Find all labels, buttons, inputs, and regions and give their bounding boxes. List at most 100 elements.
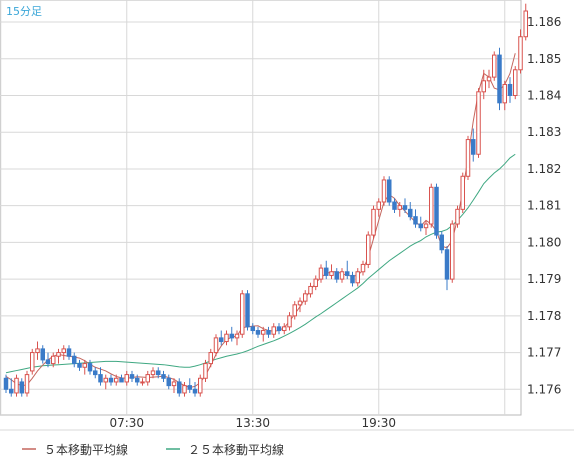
candle [14, 374, 19, 397]
legend-item-ma5: ５本移動平均線 [22, 442, 128, 457]
candle-body [229, 333, 234, 339]
candle-body [266, 330, 271, 335]
candle [219, 330, 224, 346]
candle-body [219, 337, 224, 343]
candle-body [402, 205, 408, 210]
candle-body [224, 333, 229, 343]
candle [366, 231, 371, 269]
candle-body [497, 54, 502, 104]
y-tick-label: 1.180 [527, 235, 561, 249]
y-tick-label: 1.176 [527, 382, 561, 396]
legend-label-ma25: ２５本移動平均線 [188, 442, 284, 457]
legend-item-ma25: ２５本移動平均線 [166, 442, 284, 457]
candle-body [429, 186, 434, 225]
candle [77, 359, 82, 371]
candle-body [471, 139, 476, 155]
candle [245, 290, 250, 331]
candle [324, 260, 329, 280]
candle-body [161, 374, 166, 379]
candle-body [177, 381, 182, 394]
candle-body [255, 330, 261, 335]
candle-body [376, 201, 381, 210]
ma25-layer [5, 153, 516, 374]
candle [408, 201, 413, 221]
candle-body [381, 179, 387, 203]
candle [492, 51, 497, 81]
candle-body [182, 385, 187, 394]
candle [402, 198, 408, 214]
y-tick-label: 1.181 [527, 199, 561, 213]
candle [98, 367, 103, 386]
candle-body [397, 205, 402, 210]
candle [171, 378, 177, 393]
candle-body [124, 374, 129, 383]
candle-body [308, 285, 313, 295]
candle [497, 47, 502, 111]
candle [30, 348, 35, 375]
y-tick-label: 1.185 [527, 52, 561, 66]
candle-body [203, 363, 208, 379]
candle [156, 367, 161, 379]
candle-body [439, 234, 444, 251]
candle [213, 334, 219, 357]
y-tick-label: 1.184 [527, 88, 561, 102]
candle-body [98, 374, 103, 383]
candle [234, 330, 240, 346]
candle [51, 352, 56, 368]
candle [276, 323, 282, 335]
candle [271, 323, 276, 338]
candle [413, 209, 418, 228]
candle [465, 135, 471, 180]
candle [282, 323, 287, 335]
candle-body [56, 352, 61, 357]
candle [261, 326, 266, 342]
candle [502, 80, 507, 111]
candle-body [66, 348, 72, 357]
candle [507, 77, 513, 103]
candle-body [518, 36, 523, 71]
candle-body [156, 370, 161, 376]
legend-label-ma5: ５本移動平均線 [44, 442, 128, 457]
candle [3, 374, 9, 393]
candle-body [114, 377, 119, 383]
candle-body [30, 352, 35, 372]
candle [229, 326, 234, 342]
candle-body [418, 223, 423, 229]
candle [224, 330, 229, 346]
candle-body [35, 348, 40, 354]
candle [460, 172, 465, 214]
candle [308, 282, 313, 298]
candle [387, 176, 392, 206]
candle-body [9, 388, 14, 394]
candle-body [334, 271, 339, 280]
candle [119, 374, 124, 383]
candle-body [523, 10, 528, 38]
candle-body [14, 377, 19, 394]
candle-body [24, 374, 30, 394]
candle-body [481, 80, 486, 93]
candle-body [513, 69, 518, 96]
candle [360, 260, 366, 276]
candle [345, 260, 350, 280]
y-axis: 1.176 1.177 1.178 1.179 1.180 1.181 1.182 1.183… [527, 15, 561, 396]
candle-body [119, 377, 124, 383]
candle [135, 374, 140, 386]
candle-body [135, 377, 140, 383]
candle [318, 264, 324, 283]
candle [161, 370, 166, 382]
candle [208, 348, 213, 368]
candle [140, 378, 145, 386]
candle-body [150, 370, 156, 376]
candle-body [19, 381, 24, 394]
candle-body [329, 271, 334, 276]
candle [455, 205, 460, 228]
candle [93, 367, 98, 379]
candle-body [492, 54, 497, 78]
candle [418, 216, 423, 232]
candle-body [140, 381, 145, 384]
candle-body [198, 377, 203, 394]
candle [35, 341, 40, 360]
candles [3, 3, 528, 397]
candle-body [3, 377, 9, 390]
